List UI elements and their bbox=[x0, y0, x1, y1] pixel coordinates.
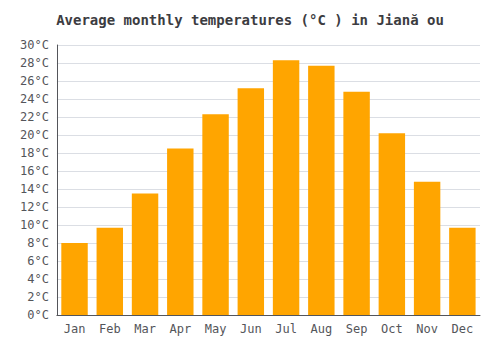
svg-text:20°C: 20°C bbox=[20, 128, 49, 142]
svg-text:Nov: Nov bbox=[416, 322, 438, 336]
svg-text:14°C: 14°C bbox=[20, 182, 49, 196]
svg-text:0°C: 0°C bbox=[27, 308, 49, 322]
svg-text:30°C: 30°C bbox=[20, 38, 49, 52]
svg-text:6°C: 6°C bbox=[27, 254, 49, 268]
svg-text:Dec: Dec bbox=[452, 322, 474, 336]
svg-text:Apr: Apr bbox=[169, 322, 191, 336]
svg-text:Mar: Mar bbox=[134, 322, 156, 336]
svg-text:Average monthly temperatures (: Average monthly temperatures (°C ) in Ji… bbox=[56, 12, 444, 28]
svg-text:10°C: 10°C bbox=[20, 218, 49, 232]
svg-text:Sep: Sep bbox=[346, 322, 368, 336]
svg-text:2°C: 2°C bbox=[27, 290, 49, 304]
svg-text:Feb: Feb bbox=[99, 322, 121, 336]
svg-text:28°C: 28°C bbox=[20, 56, 49, 70]
svg-text:Jan: Jan bbox=[64, 322, 86, 336]
svg-text:22°C: 22°C bbox=[20, 110, 49, 124]
svg-text:Jul: Jul bbox=[275, 322, 297, 336]
svg-text:12°C: 12°C bbox=[20, 200, 49, 214]
svg-text:Jun: Jun bbox=[240, 322, 262, 336]
svg-text:8°C: 8°C bbox=[27, 236, 49, 250]
svg-text:26°C: 26°C bbox=[20, 74, 49, 88]
svg-text:May: May bbox=[205, 322, 227, 336]
svg-text:Oct: Oct bbox=[381, 322, 403, 336]
svg-text:4°C: 4°C bbox=[27, 272, 49, 286]
svg-text:Aug: Aug bbox=[310, 322, 332, 336]
svg-text:18°C: 18°C bbox=[20, 146, 49, 160]
svg-text:24°C: 24°C bbox=[20, 92, 49, 106]
svg-text:16°C: 16°C bbox=[20, 164, 49, 178]
